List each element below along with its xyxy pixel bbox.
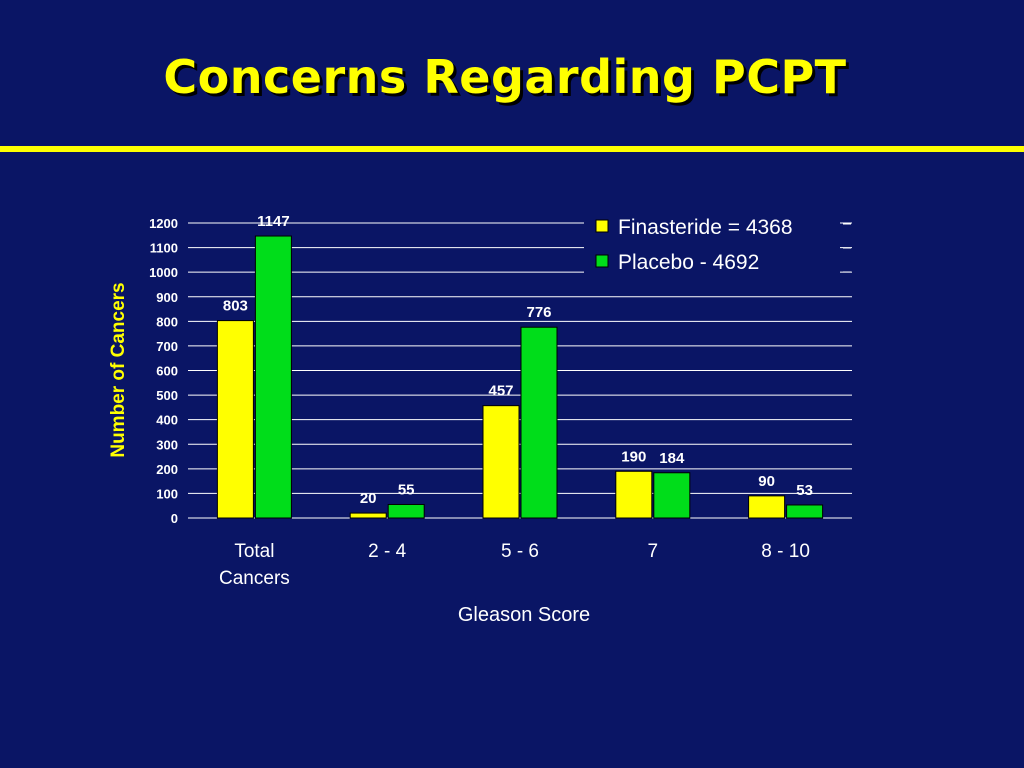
bar-finasteride [615,470,653,519]
legend-box [584,211,840,285]
data-labels: 803 1147 20 55 457 776 190 184 90 53 [223,213,813,507]
y-tick-label: 200 [156,462,178,477]
legend-swatch-finasteride [595,219,609,233]
legend: Finasteride = 4368 Placebo - 4692 [584,211,851,285]
data-label: 776 [526,304,551,321]
y-tick-label: 500 [156,388,178,403]
y-tick-label: 600 [156,364,178,379]
bar-finasteride [482,405,520,519]
data-label: 53 [796,482,813,499]
x-category-label: 7 [648,541,659,562]
bar-placebo [387,503,425,519]
gridlines [188,222,852,519]
y-tick-label: 0 [171,511,178,526]
bar-placebo [653,472,691,519]
data-label: 457 [488,383,513,400]
data-label: 803 [223,298,248,315]
legend-swatch-placebo [595,254,609,268]
bar-placebo [520,326,558,519]
y-tick-label: 400 [156,413,178,428]
legend-label-placebo: Placebo - 4692 [618,251,759,274]
y-tick-label: 900 [156,290,178,305]
x-category-label: Total [234,541,274,562]
y-tick-label: 1000 [149,265,178,280]
y-tick-label: 300 [156,437,178,452]
legend-label-finasteride: Finasteride = 4368 [618,216,793,239]
data-label: 184 [659,450,685,467]
x-category-label: 2 - 4 [368,541,406,562]
bar-finasteride [216,320,254,519]
title-divider [0,146,1024,152]
bar-finasteride [349,512,387,519]
slide-title: Concerns Regarding PCPT [163,50,847,104]
data-label: 20 [360,490,377,507]
x-category-label: 5 - 6 [501,541,539,562]
x-category-label: 8 - 10 [761,541,810,562]
data-label: 90 [758,473,775,490]
y-tick-label: 700 [156,339,178,354]
data-label: 55 [398,481,415,498]
y-tick-label: 100 [156,486,178,501]
data-label: 1147 [257,213,290,230]
bars [216,235,824,519]
y-axis-ticks: 0 100 200 300 400 500 600 700 800 900 1000 1100 1200 [149,216,178,526]
y-axis-title: Number of Cancers [108,282,129,457]
bar-placebo [786,504,824,519]
bar-finasteride [748,495,786,519]
data-label: 190 [621,448,646,465]
x-axis-categories: Total Cancers 2 - 4 5 - 6 7 8 - 10 [219,541,810,589]
bar-placebo [254,235,292,519]
y-tick-label: 1100 [150,241,178,256]
x-category-label: Cancers [219,568,290,589]
x-axis-title: Gleason Score [458,604,590,626]
y-tick-label: 800 [156,314,178,329]
y-tick-label: 1200 [149,216,178,231]
